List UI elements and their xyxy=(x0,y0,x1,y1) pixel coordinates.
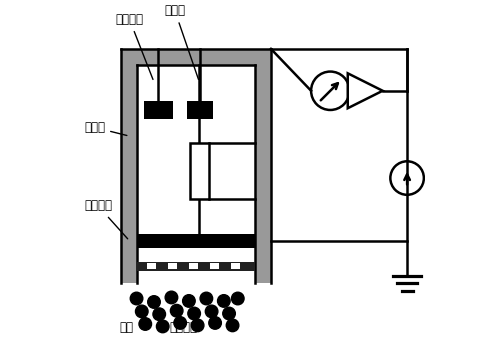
Bar xyxy=(136,262,255,270)
Bar xyxy=(187,101,214,119)
Text: 电解液: 电解液 xyxy=(84,121,127,136)
Circle shape xyxy=(206,305,218,318)
Text: 测量电极: 测量电极 xyxy=(84,199,128,239)
Circle shape xyxy=(218,295,230,307)
Bar xyxy=(121,49,136,283)
Circle shape xyxy=(192,319,204,332)
Circle shape xyxy=(209,316,222,329)
Text: 反电极: 反电极 xyxy=(164,5,198,79)
Circle shape xyxy=(226,319,239,332)
Text: 被测气体: 被测气体 xyxy=(170,321,198,334)
Bar xyxy=(144,101,173,119)
Circle shape xyxy=(148,296,160,308)
Circle shape xyxy=(223,307,235,320)
Bar xyxy=(147,263,156,269)
Bar xyxy=(255,49,271,283)
Bar xyxy=(168,263,176,269)
Circle shape xyxy=(153,308,166,320)
Circle shape xyxy=(200,292,212,305)
Bar xyxy=(190,143,209,199)
Bar xyxy=(136,234,255,248)
Text: 参考电极: 参考电极 xyxy=(116,13,153,79)
Text: 薄膜: 薄膜 xyxy=(119,321,133,334)
Circle shape xyxy=(188,307,200,320)
Circle shape xyxy=(165,291,177,304)
Circle shape xyxy=(170,304,183,317)
Circle shape xyxy=(156,320,169,333)
Bar xyxy=(189,263,198,269)
Bar xyxy=(210,263,218,269)
Bar xyxy=(121,49,271,64)
Circle shape xyxy=(136,305,148,318)
Circle shape xyxy=(130,292,143,305)
Circle shape xyxy=(232,292,244,305)
Bar xyxy=(231,263,239,269)
Circle shape xyxy=(139,318,151,330)
Polygon shape xyxy=(348,73,382,108)
Circle shape xyxy=(174,316,186,329)
Circle shape xyxy=(182,295,195,307)
